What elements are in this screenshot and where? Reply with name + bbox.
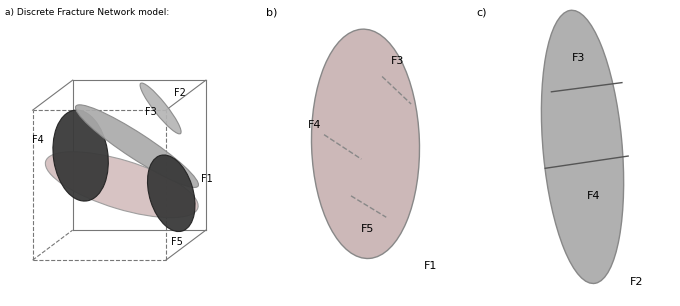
Text: F5: F5 (171, 237, 183, 247)
Text: F1: F1 (424, 261, 437, 271)
Ellipse shape (541, 10, 624, 283)
Text: F3: F3 (145, 107, 157, 118)
Text: F1: F1 (201, 174, 212, 184)
Ellipse shape (75, 105, 199, 188)
Text: a) Discrete Fracture Network model:: a) Discrete Fracture Network model: (5, 8, 170, 17)
Text: c): c) (477, 8, 488, 18)
Ellipse shape (46, 152, 198, 218)
Text: F5: F5 (361, 225, 375, 234)
Text: F3: F3 (390, 56, 404, 66)
Ellipse shape (53, 110, 108, 201)
Ellipse shape (148, 155, 195, 232)
Text: F4: F4 (587, 191, 600, 201)
Text: F4: F4 (32, 135, 44, 145)
Text: F3: F3 (572, 53, 585, 63)
Text: b): b) (266, 8, 277, 18)
Ellipse shape (311, 29, 420, 259)
Text: F2: F2 (174, 88, 186, 98)
Text: F2: F2 (630, 277, 644, 286)
Text: F4: F4 (307, 121, 321, 130)
Ellipse shape (140, 83, 181, 134)
